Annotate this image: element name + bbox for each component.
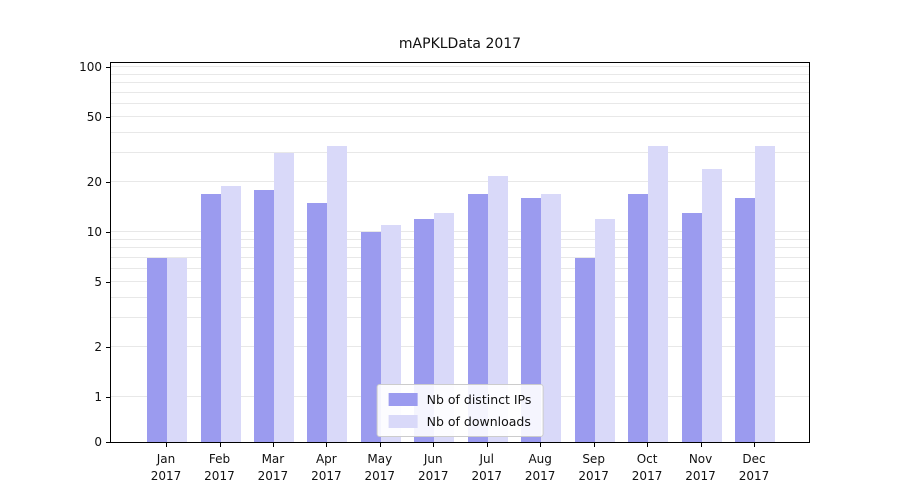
chart-title: mAPKLData 2017 — [398, 36, 522, 52]
bar-ips-jul — [467, 194, 488, 442]
bar-ips-mar — [253, 189, 274, 442]
x-tick-label: Mar 2017 — [257, 452, 289, 483]
y-tick-label: 5 — [94, 274, 102, 289]
bar-downloads-apr — [327, 146, 348, 442]
bar-ips-oct — [628, 194, 649, 442]
y-tick-mark — [106, 281, 110, 283]
bar-downloads-jan — [167, 257, 187, 442]
gridline — [111, 247, 809, 248]
y-tick-mark — [106, 67, 110, 68]
x-tick-mark — [166, 443, 167, 447]
gridline — [111, 102, 809, 104]
gridline — [111, 238, 809, 240]
y-tick-label: 10 — [86, 225, 102, 239]
gridline — [111, 73, 809, 75]
bar-downloads-sep — [594, 218, 615, 442]
x-tick-label: Feb 2017 — [204, 452, 235, 483]
bar-downloads-oct — [648, 146, 669, 442]
y-tick-mark — [106, 347, 110, 349]
y-tick-mark — [106, 232, 110, 233]
bar-ips-apr — [307, 202, 328, 442]
x-tick-label: Dec 2017 — [738, 452, 770, 483]
y-tick-label: 1 — [94, 390, 102, 404]
legend-item-downloads: Nb of downloads — [388, 414, 532, 429]
bar-downloads-mar — [273, 153, 294, 442]
bar-ips-dec — [735, 198, 755, 442]
gridline — [111, 82, 809, 83]
legend: Nb of distinct IPs Nb of downloads — [376, 384, 544, 437]
gridline — [111, 115, 809, 117]
y-tick-mark — [106, 116, 110, 118]
bar-downloads-jul — [487, 175, 508, 442]
x-tick-mark — [540, 443, 542, 447]
bar-downloads-nov — [701, 169, 722, 442]
y-tick-label: 0 — [94, 435, 102, 449]
x-tick-label: Sep 2017 — [578, 452, 609, 483]
x-tick-label: Jun 2017 — [417, 452, 449, 483]
x-tick-label: Jul 2017 — [471, 452, 502, 483]
bars-layer — [111, 63, 809, 442]
gridline — [111, 346, 809, 348]
x-tick-mark — [754, 443, 755, 447]
gridline — [111, 267, 809, 269]
x-tick-label: Apr 2017 — [311, 452, 342, 483]
gridline — [111, 317, 809, 319]
x-tick-label: Oct 2017 — [631, 452, 663, 483]
gridlines-layer — [111, 63, 809, 442]
gridline — [111, 296, 809, 298]
gridline — [111, 181, 809, 183]
bar-downloads-feb — [220, 186, 241, 442]
y-tick-label: 20 — [86, 175, 102, 190]
y-tick-label: 2 — [94, 340, 102, 355]
bar-ips-feb — [200, 194, 221, 442]
bar-ips-jan — [147, 257, 167, 442]
y-tick-label: 50 — [86, 109, 102, 124]
legend-label-downloads: Nb of downloads — [426, 414, 531, 429]
gridline — [111, 131, 809, 133]
gridline — [111, 152, 809, 154]
x-tick-label: Aug 2017 — [524, 452, 556, 483]
x-tick-mark — [647, 443, 649, 447]
bar-ips-sep — [574, 257, 595, 442]
y-tick-mark — [106, 442, 110, 443]
bar-ips-may — [360, 232, 381, 442]
x-tick-mark — [219, 443, 221, 447]
legend-swatch-downloads — [388, 415, 418, 428]
x-tick-label: Nov 2017 — [685, 452, 716, 483]
bar-downloads-dec — [755, 146, 775, 442]
y-tick-mark — [106, 397, 110, 398]
bar-ips-nov — [681, 213, 702, 442]
bar-downloads-aug — [541, 194, 562, 442]
gridline — [111, 231, 809, 232]
gridline — [111, 256, 809, 258]
x-tick-mark — [379, 443, 381, 447]
legend-swatch-distinct-ips — [388, 393, 418, 406]
y-tick-label: 100 — [79, 60, 102, 74]
x-tick-mark — [700, 443, 702, 447]
y-tick-mark — [106, 182, 110, 184]
x-tick-mark — [433, 443, 435, 447]
x-tick-mark — [486, 443, 488, 447]
legend-item-distinct-ips: Nb of distinct IPs — [388, 392, 532, 407]
legend-label-distinct-ips: Nb of distinct IPs — [426, 392, 532, 407]
x-tick-label: May 2017 — [364, 452, 396, 483]
gridline — [111, 91, 809, 93]
x-tick-mark — [272, 443, 274, 447]
x-tick-mark — [326, 443, 328, 447]
gridline — [111, 280, 809, 282]
x-tick-mark — [593, 443, 595, 447]
plot-area: Nb of distinct IPs Nb of downloads — [110, 62, 810, 443]
x-tick-label: Jan 2017 — [150, 452, 182, 483]
bar-ips-aug — [521, 198, 542, 442]
gridline — [111, 66, 809, 67]
